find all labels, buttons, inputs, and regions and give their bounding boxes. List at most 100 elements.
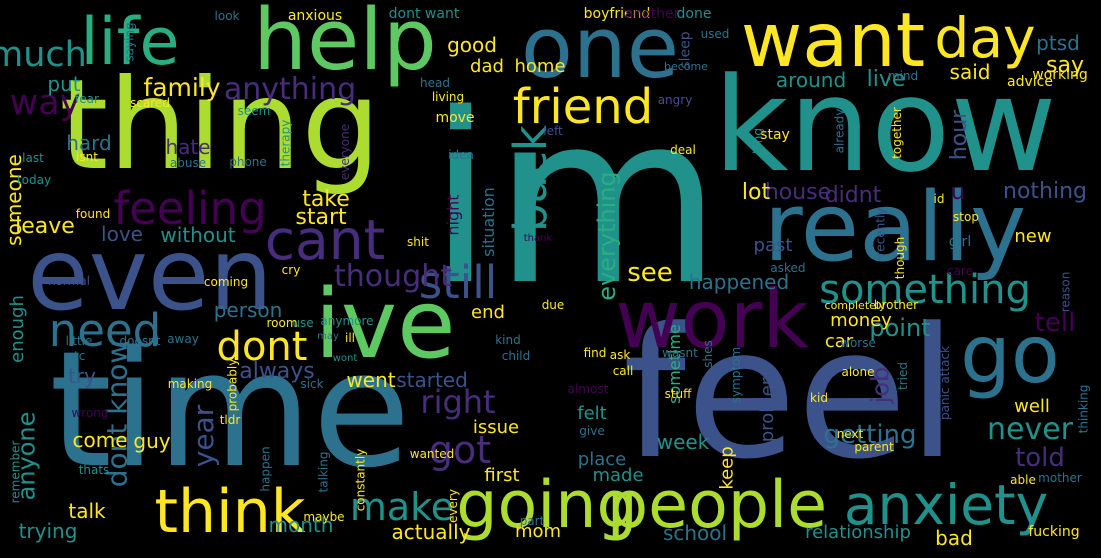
word-id: id	[933, 192, 945, 206]
word-angry: angry	[657, 93, 693, 107]
word-little: little	[65, 334, 93, 348]
word-another: another	[624, 6, 680, 22]
word-wanted: wanted	[409, 447, 455, 461]
word-may: may	[317, 331, 339, 342]
word-love: love	[101, 222, 143, 246]
word-found: found	[75, 207, 111, 221]
word-keep: keep	[716, 446, 738, 490]
word-person: person	[213, 298, 283, 322]
word-seem: seem	[237, 104, 271, 118]
word-brother: brother	[873, 298, 919, 312]
word-sick: sick	[300, 377, 324, 391]
word-move: move	[435, 110, 475, 126]
word-head: head	[420, 76, 450, 90]
word-think: think	[154, 477, 306, 547]
word-week: week	[656, 430, 710, 454]
word-feeling: feeling	[113, 181, 267, 235]
word-even: even	[27, 216, 273, 333]
word-actually: actually	[391, 520, 471, 544]
word-saying: saying	[122, 22, 137, 62]
word-getting: getting	[823, 420, 917, 450]
word-already: already	[832, 108, 846, 154]
word-call: call	[612, 364, 634, 378]
word-thing: thing	[59, 52, 381, 198]
word-something: something	[819, 267, 1031, 313]
word-away: away	[167, 332, 199, 346]
word-go: go	[960, 308, 1060, 401]
word-remember: remember	[8, 440, 22, 504]
word-place: place	[577, 449, 627, 470]
word-good: good	[447, 33, 497, 57]
word-past: past	[753, 235, 793, 256]
word-hour: hour	[947, 109, 972, 161]
word-friend: friend	[512, 79, 654, 135]
word-end: end	[471, 302, 505, 323]
word-care: care	[946, 264, 973, 278]
word-told: told	[1015, 443, 1065, 473]
word-new: new	[1014, 226, 1052, 247]
word-really: really	[763, 172, 1027, 283]
word-money: money	[830, 310, 892, 331]
word-thinking: thinking	[1075, 384, 1090, 434]
word-started: started	[396, 368, 468, 392]
word-give: give	[579, 424, 605, 438]
word-talk: talk	[68, 499, 106, 523]
word-mom: mom	[514, 521, 562, 542]
word-everyone: everyone	[337, 123, 352, 181]
word-dad: dad	[470, 56, 504, 77]
word-kid: kid	[810, 391, 828, 405]
word-reason: reason	[1057, 271, 1072, 313]
word-last: last	[22, 151, 44, 165]
word-thought: thought	[334, 259, 452, 294]
word-lot: lot	[741, 180, 771, 205]
word-find: find	[583, 346, 607, 360]
word-use: use	[292, 316, 314, 330]
word-girl: girl	[948, 234, 972, 250]
word-asked: asked	[770, 261, 806, 275]
word-fear: fear	[75, 92, 99, 106]
word-ill: ill	[344, 331, 355, 345]
word-want: want	[740, 0, 926, 84]
word-someone: someone	[2, 154, 27, 246]
word-issue: issue	[472, 417, 520, 438]
word-idea: idea	[448, 148, 474, 162]
word-still: still	[418, 255, 498, 309]
word-situation: situation	[479, 187, 498, 257]
word-happened: happened	[688, 270, 790, 294]
word-working: working	[1032, 67, 1088, 83]
word-constantly: constantly	[352, 448, 367, 512]
word-put: put	[47, 72, 81, 96]
word-hate: hate	[165, 135, 211, 159]
word-thats: thats	[78, 463, 110, 477]
word-well: well	[1014, 396, 1050, 417]
word-help: help	[253, 0, 437, 90]
word-symptom: symptom	[729, 346, 743, 404]
word-tell: tell	[1034, 308, 1076, 338]
word-part: part	[519, 514, 545, 528]
word-done: done	[676, 6, 712, 22]
word-time: time	[49, 316, 411, 503]
word-family: family	[143, 72, 221, 102]
word-hard: hard	[66, 131, 112, 155]
word-used: used	[700, 27, 730, 41]
word-people: people	[606, 467, 828, 543]
word-cry: cry	[281, 263, 301, 277]
word-talking: talking	[316, 451, 330, 493]
word-dont-want: dont want	[388, 6, 460, 22]
word-able: able	[1010, 473, 1036, 487]
word-stop: stop	[953, 210, 979, 224]
word-tldr: tldr	[219, 413, 241, 427]
word-advice: advice	[1007, 74, 1053, 90]
word-alone: alone	[841, 365, 875, 379]
word-making: making	[167, 377, 213, 391]
word-parent: parent	[854, 440, 894, 454]
word-living: living	[431, 90, 465, 104]
word-happen: happen	[259, 446, 273, 492]
word-going: going	[456, 467, 638, 543]
word-boyfriend: boyfriend	[583, 6, 651, 22]
word-ptsd: ptsd	[1036, 31, 1080, 55]
word-start: start	[295, 205, 347, 230]
word-probably: probably	[225, 358, 239, 412]
word-worse: worse	[840, 336, 876, 350]
word-right: right	[420, 383, 496, 421]
